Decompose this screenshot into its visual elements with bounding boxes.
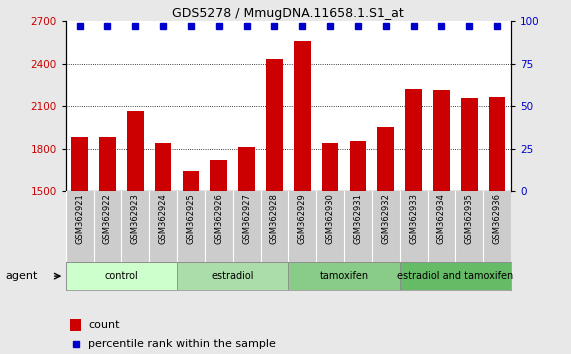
- Text: GSM362928: GSM362928: [270, 193, 279, 244]
- Text: GSM362923: GSM362923: [131, 193, 140, 244]
- Text: GSM362927: GSM362927: [242, 193, 251, 244]
- Text: GSM362936: GSM362936: [493, 193, 502, 244]
- Bar: [70, 319, 81, 331]
- Bar: [288, 262, 400, 290]
- Text: estradiol: estradiol: [211, 271, 254, 281]
- Text: GSM362934: GSM362934: [437, 193, 446, 244]
- Bar: [405, 89, 422, 191]
- Bar: [127, 111, 144, 191]
- Bar: [71, 137, 88, 191]
- Bar: [294, 41, 311, 191]
- Text: count: count: [88, 320, 119, 330]
- Bar: [99, 137, 116, 191]
- Bar: [177, 262, 288, 290]
- Text: GSM362930: GSM362930: [325, 193, 335, 244]
- Bar: [238, 147, 255, 191]
- Text: GSM362921: GSM362921: [75, 193, 84, 244]
- Text: GSM362929: GSM362929: [297, 193, 307, 244]
- Bar: [489, 97, 505, 191]
- Text: estradiol and tamoxifen: estradiol and tamoxifen: [397, 271, 513, 281]
- Text: GSM362924: GSM362924: [159, 193, 168, 244]
- Text: GSM362925: GSM362925: [186, 193, 195, 244]
- Text: control: control: [104, 271, 138, 281]
- Bar: [183, 171, 199, 191]
- Bar: [322, 143, 339, 191]
- Text: tamoxifen: tamoxifen: [319, 271, 369, 281]
- Bar: [461, 98, 477, 191]
- Text: GSM362932: GSM362932: [381, 193, 391, 244]
- Bar: [349, 141, 367, 191]
- Text: GSM362935: GSM362935: [465, 193, 474, 244]
- Title: GDS5278 / MmugDNA.11658.1.S1_at: GDS5278 / MmugDNA.11658.1.S1_at: [172, 7, 404, 20]
- Text: GSM362922: GSM362922: [103, 193, 112, 244]
- Text: GSM362931: GSM362931: [353, 193, 363, 244]
- Bar: [433, 90, 450, 191]
- Bar: [66, 262, 177, 290]
- Text: agent: agent: [6, 271, 38, 281]
- Bar: [377, 127, 394, 191]
- Bar: [155, 143, 171, 191]
- Text: GSM362933: GSM362933: [409, 193, 418, 244]
- Bar: [266, 59, 283, 191]
- Bar: [400, 262, 511, 290]
- Text: percentile rank within the sample: percentile rank within the sample: [88, 339, 276, 349]
- Bar: [210, 160, 227, 191]
- Text: GSM362926: GSM362926: [214, 193, 223, 244]
